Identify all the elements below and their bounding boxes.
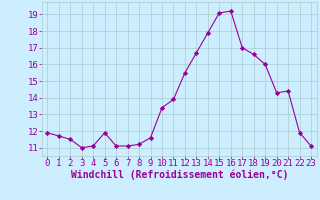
X-axis label: Windchill (Refroidissement éolien,°C): Windchill (Refroidissement éolien,°C) <box>70 170 288 180</box>
